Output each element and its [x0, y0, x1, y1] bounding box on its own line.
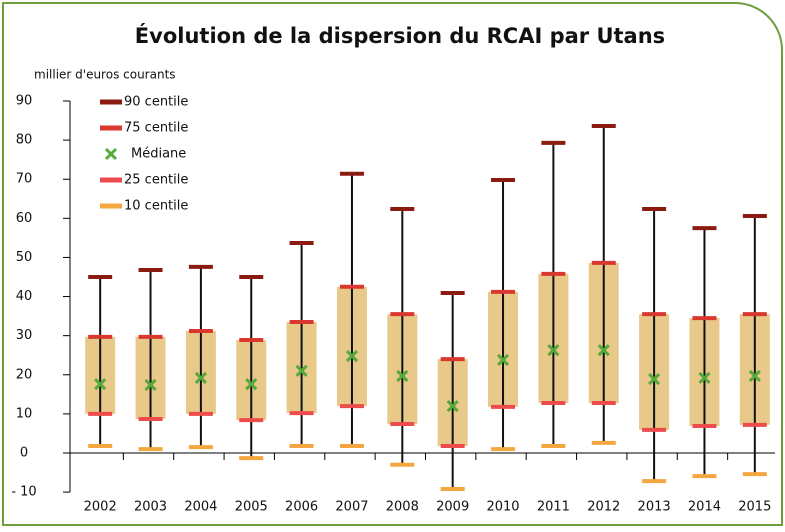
median-marker	[597, 344, 610, 357]
y-tick-label: 40	[16, 289, 33, 304]
x-tick-label: 2003	[134, 500, 167, 515]
legend-marker	[104, 147, 118, 161]
x-tick-label: 2009	[436, 500, 469, 515]
y-tick-label: - 10	[11, 485, 36, 500]
x-tick-label: 2014	[688, 500, 721, 515]
y-axis-label: millier d'euros courants	[34, 68, 176, 82]
x-tick-label: 2011	[537, 500, 570, 515]
legend-label: 90 centile	[124, 95, 188, 110]
median-marker	[446, 400, 459, 413]
x-tick-label: 2004	[184, 500, 217, 515]
x-tick-label: 2005	[235, 500, 268, 515]
y-tick-label: 80	[16, 133, 33, 148]
x-tick-label: 2002	[84, 500, 117, 515]
x-tick-label: 2007	[335, 500, 368, 515]
x-tick-label: 2013	[638, 500, 671, 515]
y-tick-label: 90	[16, 94, 33, 109]
y-tick-label: 0	[20, 446, 28, 461]
y-tick-label: 50	[16, 250, 33, 265]
legend-label: 10 centile	[124, 199, 188, 214]
legend-label: 25 centile	[124, 173, 188, 188]
median-marker	[144, 378, 157, 392]
x-tick-label: 2012	[587, 500, 620, 515]
median-marker	[295, 364, 308, 377]
median-marker	[94, 378, 107, 391]
median-marker	[496, 353, 510, 366]
median-marker	[648, 373, 661, 386]
y-tick-label: 10	[16, 406, 33, 421]
y-tick-label: 20	[16, 367, 33, 382]
median-marker	[698, 371, 711, 384]
x-tick-label: 2006	[285, 500, 318, 515]
chart-title: Évolution de la dispersion du RCAI par U…	[135, 23, 665, 48]
legend-label: Médiane	[131, 147, 186, 162]
median-marker	[194, 371, 207, 384]
median-marker	[547, 344, 560, 357]
y-tick-label: 70	[16, 172, 33, 187]
x-tick-label: 2008	[386, 500, 419, 515]
x-tick-label: 2010	[486, 500, 519, 515]
y-tick-label: 60	[16, 211, 33, 226]
median-marker	[245, 378, 258, 391]
legend-label: 75 centile	[124, 121, 188, 136]
y-tick-label: 30	[16, 328, 33, 343]
median-marker	[345, 349, 359, 363]
median-marker	[748, 369, 761, 383]
x-tick-label: 2015	[738, 500, 771, 515]
median-marker	[396, 369, 409, 383]
